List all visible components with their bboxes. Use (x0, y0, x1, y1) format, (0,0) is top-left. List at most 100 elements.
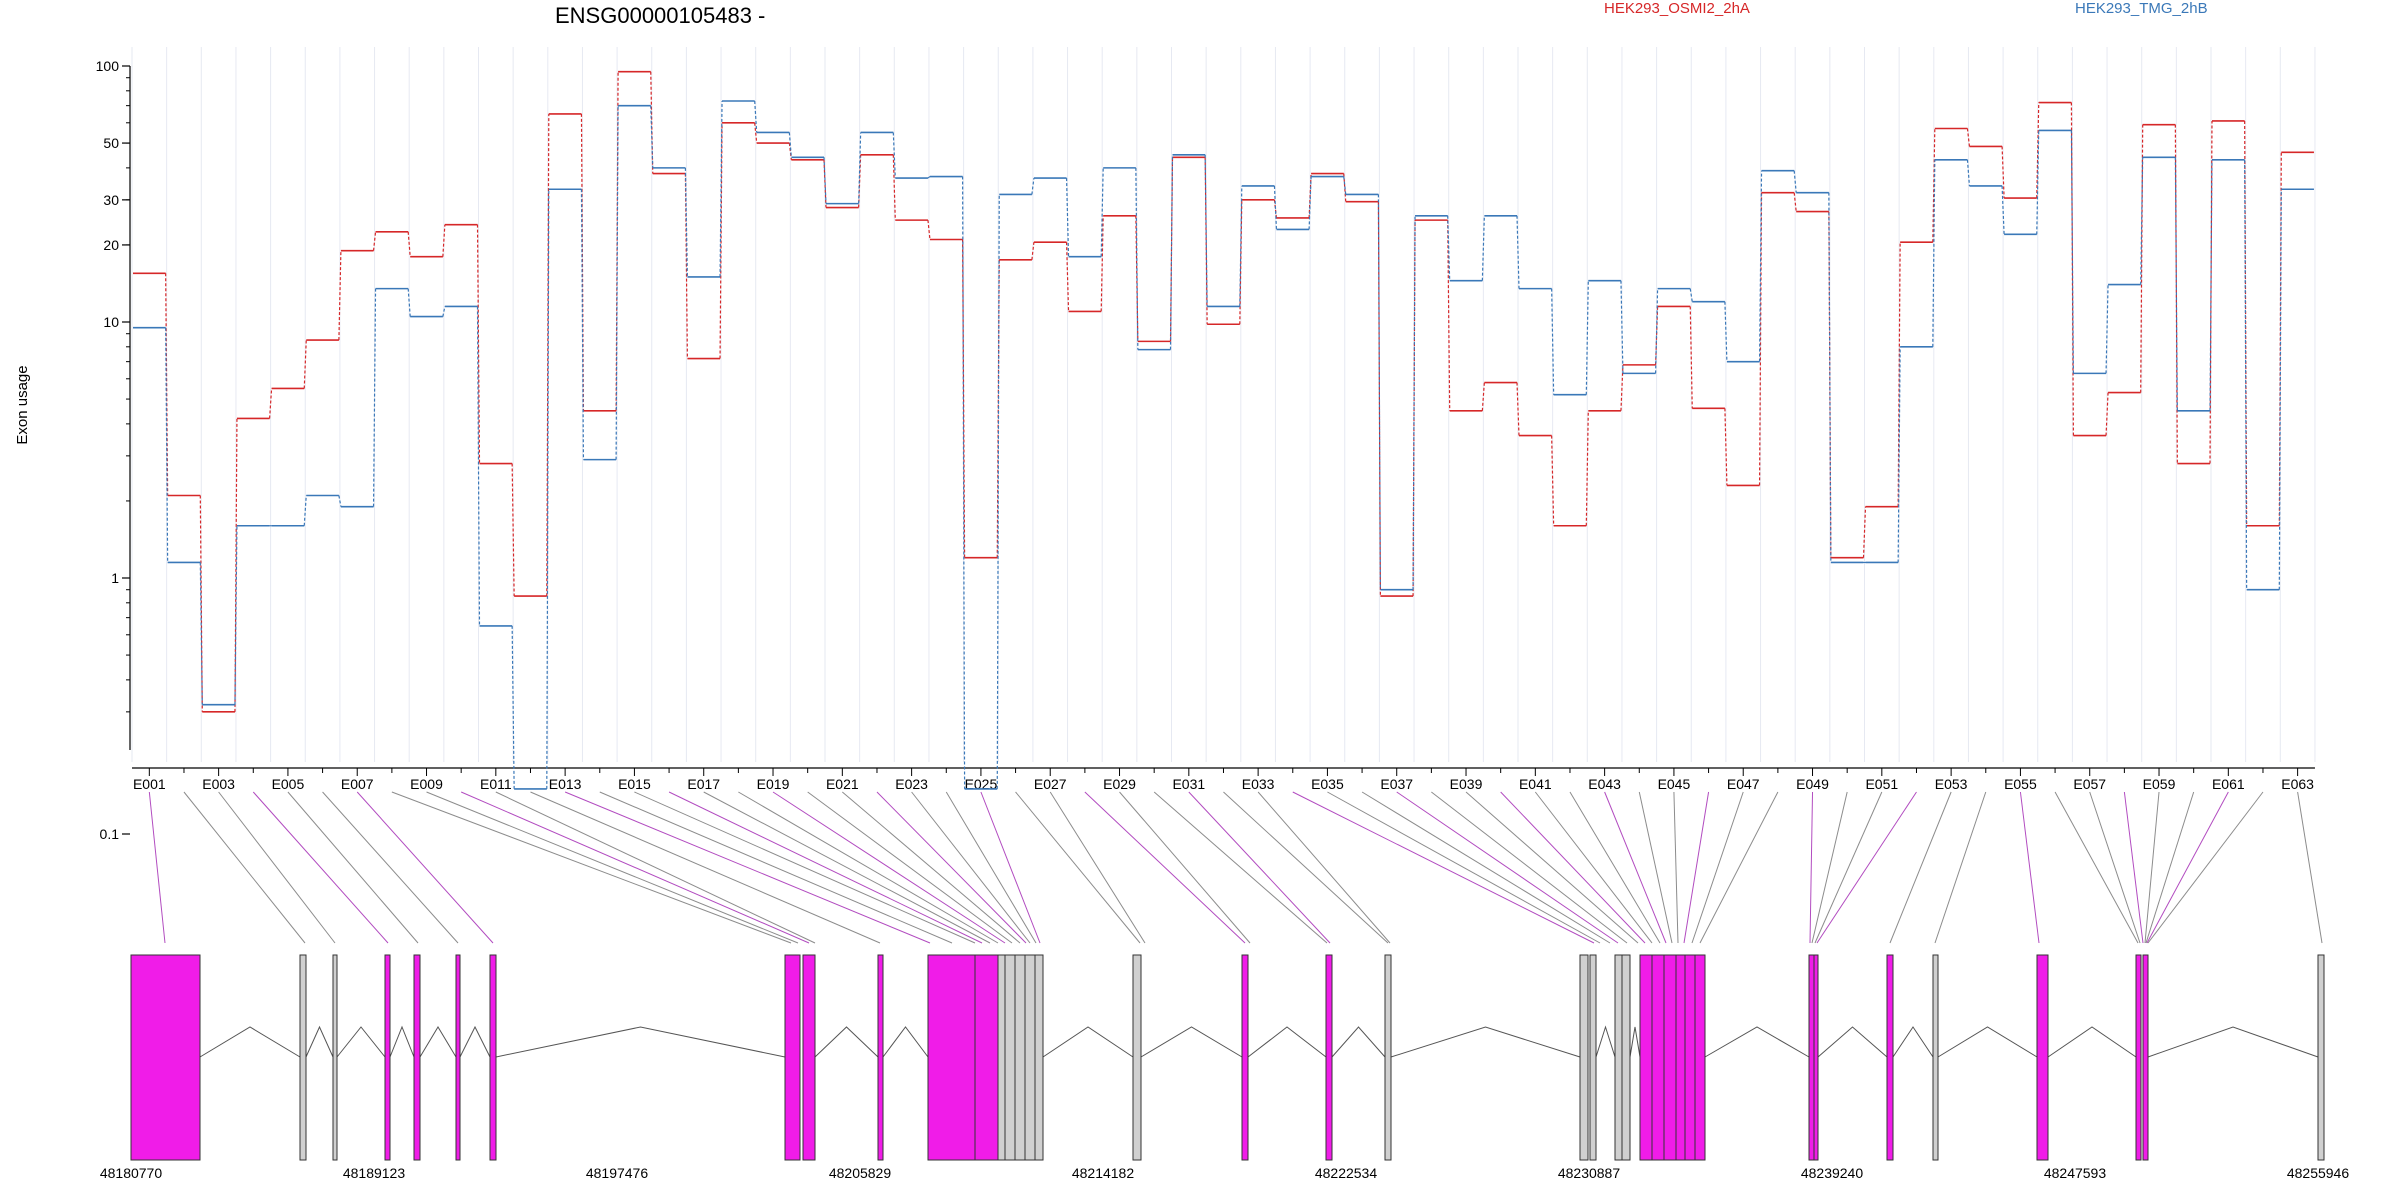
series-connector (858, 132, 862, 204)
exon-block (455, 954, 461, 1161)
exon-block (997, 954, 1006, 1161)
exon-connector (356, 791, 494, 944)
intron-line (1331, 1026, 1386, 1058)
series-connector (303, 340, 307, 389)
series-connector (1031, 242, 1035, 260)
intron-line (495, 1026, 786, 1058)
exon-tick-label: E015 (618, 776, 651, 792)
series-connector (2278, 189, 2282, 590)
exon-connector (807, 791, 1013, 944)
series-connector (2001, 185, 2005, 235)
series-connector (996, 194, 1000, 789)
y-tick-label: 0.1 (100, 826, 120, 842)
exon-block (1808, 954, 1815, 1161)
exon-connector (1084, 791, 1246, 944)
plot-area: 0.1 1 10 20 30 50 100 E001 E003 E005 E007 E009 E011 E… (96, 47, 2316, 842)
series-connector (1169, 154, 1174, 350)
series-connector (1377, 201, 1382, 597)
exon-tick-label: E059 (2143, 776, 2176, 792)
exon-connector (1327, 791, 1601, 944)
series-connector (1793, 192, 1797, 212)
exon-connector (1292, 791, 1595, 944)
exon-connector (460, 791, 810, 944)
intron-line (305, 1025, 334, 1058)
coordinate-label: 48180770 (100, 1165, 163, 1181)
exon-connector (1604, 791, 1667, 944)
exon-block (413, 954, 421, 1161)
exon-tick-label: E027 (1034, 776, 1067, 792)
exon-connector (1699, 791, 1779, 944)
series-connector (1966, 128, 1971, 147)
intron-line (419, 1026, 457, 1058)
exon-connector (495, 791, 816, 944)
series-connector (684, 167, 688, 277)
series-connector (1758, 192, 1763, 486)
intron-line (1937, 1026, 2038, 1058)
series-connector (476, 306, 481, 626)
intron-line (336, 1026, 386, 1058)
exon-block (1004, 954, 1016, 1161)
intron-line (1817, 1026, 1888, 1058)
exon-tick-label: E005 (272, 776, 305, 792)
exon-block (1241, 954, 1249, 1161)
exon-connector (1396, 791, 1619, 944)
exon-connector (1683, 791, 1710, 944)
series-connector (1793, 170, 1797, 193)
intron-line (1042, 1026, 1134, 1058)
series-connector (2036, 130, 2040, 235)
intron-line (2047, 1026, 2137, 1058)
series-osmi2 (133, 70, 2314, 713)
series-connector (1932, 159, 1936, 347)
intron-line (1704, 1026, 1810, 1058)
exon-tick-label: E041 (1519, 776, 1552, 792)
series-connector (1516, 382, 1520, 436)
y-tick-label: 30 (103, 192, 119, 208)
series-connector (961, 239, 966, 558)
series-connector (1481, 215, 1485, 281)
exon-tick-label: E061 (2212, 776, 2245, 792)
series-connector (1065, 178, 1070, 257)
series-connector (1273, 199, 1278, 218)
series-connector (788, 132, 792, 158)
exon-block (1132, 954, 1142, 1161)
series-connector (1239, 185, 1243, 307)
exon-tick-label: E049 (1796, 776, 1829, 792)
exon-connector (1816, 791, 1917, 944)
exon-connector (1188, 791, 1331, 944)
series-connector (1897, 242, 1901, 507)
series-connector (338, 495, 342, 507)
exon-tick-label: E055 (2004, 776, 2037, 792)
exon-tick-label: E001 (133, 776, 166, 792)
exon-tick-label: E033 (1242, 776, 1275, 792)
series-connector (1551, 435, 1555, 526)
exon-connector (980, 791, 1041, 944)
exon-connector (1465, 791, 1639, 944)
exon-block (2142, 954, 2149, 1161)
series-connector (1724, 408, 1728, 486)
exon-connector (1500, 791, 1646, 944)
exon-block (130, 954, 201, 1161)
exon-connector (2147, 791, 2264, 944)
series-connector (1551, 288, 1555, 395)
series-connector (2036, 102, 2040, 199)
series-connector (1412, 215, 1416, 590)
series-connector (372, 231, 377, 251)
exon-block (2036, 954, 2049, 1161)
exon-connector (218, 791, 336, 944)
series-connector (823, 157, 827, 204)
exon-tick-label: E017 (687, 776, 720, 792)
series-connector (2140, 157, 2144, 285)
exon-block (802, 954, 816, 1161)
series-connector (719, 100, 723, 277)
series-connector (650, 105, 654, 168)
exon-block (1614, 954, 1623, 1161)
exon-block (1034, 954, 1044, 1161)
series-connector (407, 231, 411, 257)
series-connector (511, 625, 515, 789)
exon-tick-label: E009 (410, 776, 443, 792)
exon-tick-label: E053 (1935, 776, 1968, 792)
exon-block (2135, 954, 2142, 1161)
exon-block (1932, 954, 1939, 1161)
exon-connector (322, 791, 459, 944)
series-connector (2070, 130, 2074, 374)
